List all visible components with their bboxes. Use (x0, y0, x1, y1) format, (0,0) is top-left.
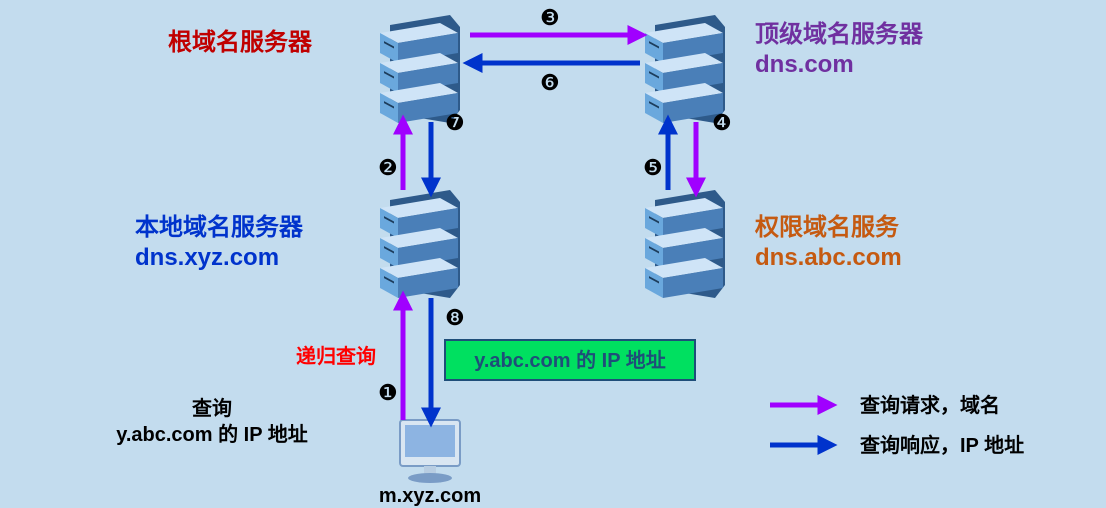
step-label: ❽ (445, 305, 465, 330)
step-label: ❺ (643, 155, 663, 180)
step-label: ❻ (540, 70, 560, 95)
svg-text:递归查询: 递归查询 (296, 344, 376, 368)
step-label: ❸ (540, 5, 560, 30)
client-label: m.xyz.com (379, 485, 481, 507)
tld-server-icon (645, 15, 725, 123)
svg-text:查询: 查询 (192, 396, 232, 420)
auth-server-icon (645, 190, 725, 298)
step-label: ❼ (445, 110, 465, 135)
root-server-icon (380, 15, 460, 123)
svg-text:y.abc.com 的 IP 地址: y.abc.com 的 IP 地址 (474, 348, 666, 372)
svg-text:m.xyz.com: m.xyz.com (379, 485, 481, 507)
step-label: ❶ (378, 380, 398, 405)
svg-text:根域名服务器: 根域名服务器 (168, 28, 313, 56)
svg-text:顶级域名服务器: 顶级域名服务器 (755, 20, 924, 48)
query-text-line2: y.abc.com 的 IP 地址 (116, 422, 308, 446)
svg-text:y.abc.com 的 IP 地址: y.abc.com 的 IP 地址 (116, 422, 308, 446)
recursive-query-label: 递归查询 (296, 344, 376, 368)
local-server-icon (380, 190, 460, 298)
query-text-line1: 查询 (192, 396, 232, 420)
svg-text:权限域名服务: 权限域名服务 (754, 213, 900, 241)
svg-text:dns.xyz.com: dns.xyz.com (135, 244, 279, 271)
step-label: ❹ (712, 110, 732, 135)
svg-text:dns.abc.com: dns.abc.com (755, 244, 902, 271)
svg-text:查询响应，IP 地址: 查询响应，IP 地址 (860, 433, 1024, 457)
svg-text:查询请求，域名: 查询请求，域名 (860, 393, 1000, 417)
legend-request-text: 查询请求，域名 (860, 393, 1000, 417)
root-server-label: 根域名服务器 (168, 28, 313, 56)
svg-text:dns.com: dns.com (755, 51, 854, 78)
svg-text:本地域名服务器: 本地域名服务器 (135, 213, 304, 241)
legend-response-text: 查询响应，IP 地址 (860, 433, 1024, 457)
result-box-text: y.abc.com 的 IP 地址 (474, 348, 666, 372)
step-label: ❷ (378, 155, 398, 180)
